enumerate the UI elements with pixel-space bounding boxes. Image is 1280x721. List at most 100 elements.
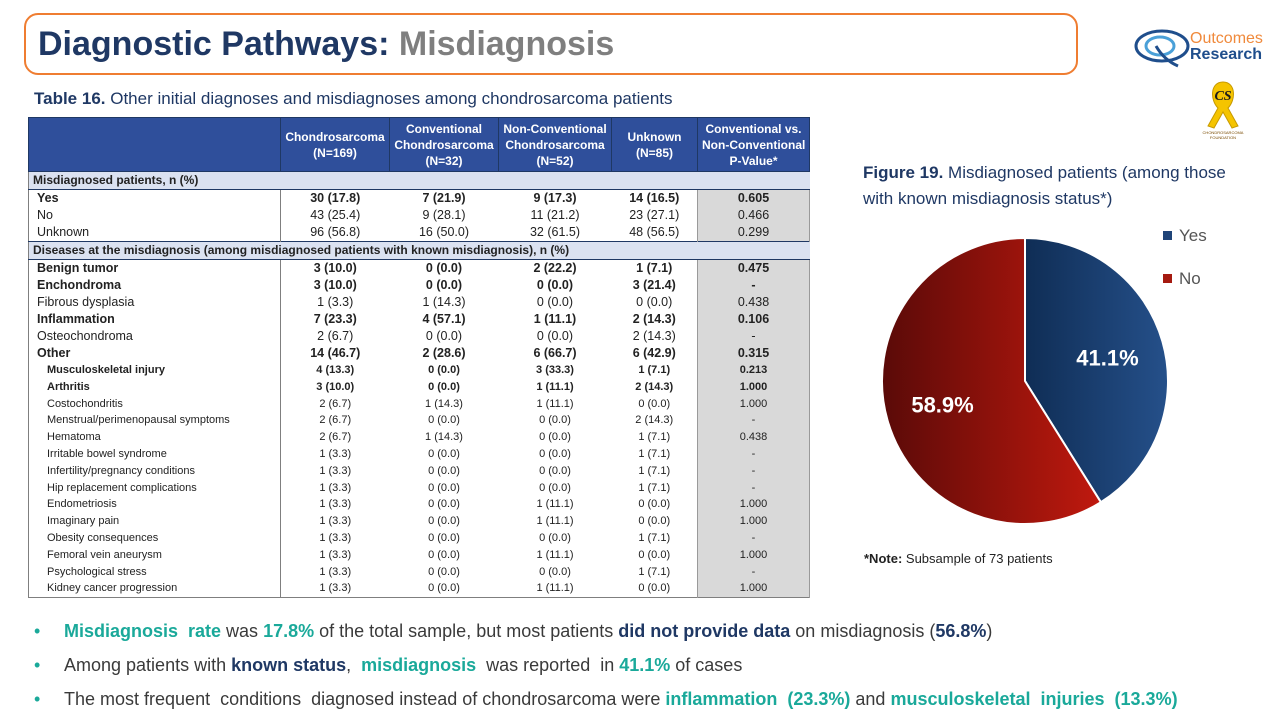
table-row: Benign tumor 3 (10.0) 0 (0.0) 2 (22.2) 1 (7.… xyxy=(28,259,810,277)
bullet-text: did not provide data xyxy=(618,621,791,641)
p-value-cell: 1.000 xyxy=(697,378,810,396)
header-p-value: Conventional vs. Non-Conventional P-Value* xyxy=(697,117,810,172)
table-caption: Table 16. Other initial diagnoses and mi… xyxy=(34,89,673,108)
title-box: Diagnostic Pathways: Misdiagnosis xyxy=(24,13,1078,75)
value-cell: 1 (11.1) xyxy=(536,582,574,595)
value-cell: 2 (14.3) xyxy=(635,414,674,427)
legend-label: Yes xyxy=(1179,226,1207,245)
p-value-cell: - xyxy=(697,412,810,430)
value-cell: 0 (0.0) xyxy=(428,548,460,561)
bullet-text: musculoskeletal injuries (13.3%) xyxy=(890,689,1178,709)
p-value-cell: 1.000 xyxy=(697,496,810,514)
value-cell: 2 (14.3) xyxy=(632,329,676,343)
table-row: Yes 30 (17.8) 7 (21.9) 9 (17.3) 14 (16.5) 0.6… xyxy=(28,189,810,207)
p-value-cell: 1.000 xyxy=(697,546,810,564)
value-cell: 1 (11.1) xyxy=(536,515,574,528)
row-label: Femoral vein aneurysm xyxy=(28,546,281,564)
bullet-dot-icon: • xyxy=(34,655,41,675)
table-row: Femoral vein aneurysm 1 (3.3) 0 (0.0) 1 (11… xyxy=(28,546,810,564)
value-cell: 2 (6.7) xyxy=(319,414,352,427)
table-row: Kidney cancer progression 1 (3.3) 0 (0.0) 1… xyxy=(28,580,810,598)
value-cell: 1 (7.1) xyxy=(638,431,671,444)
key-findings-list: • Misdiagnosis rate was 17.8% of the tota… xyxy=(34,619,1274,721)
row-label: Osteochondroma xyxy=(28,328,281,345)
row-label: Menstrual/perimenopausal symptoms xyxy=(28,412,281,430)
bullet-text: 56.8% xyxy=(935,621,987,641)
value-cell: 14 (46.7) xyxy=(310,346,361,360)
value-cell: 1 (11.1) xyxy=(536,548,574,561)
p-value-cell: 1.000 xyxy=(697,395,810,413)
row-label: Musculoskeletal injury xyxy=(28,362,281,379)
bullet-text: was reported in xyxy=(476,655,620,675)
table-row: Hematoma 2 (6.7) 1 (14.3) 0 (0.0) 1 (7.1) 0.4… xyxy=(28,429,810,446)
p-value-cell: - xyxy=(697,445,810,463)
outcomes-research-logo: Outcomes Research xyxy=(1134,26,1274,70)
bullet-text: known status xyxy=(231,655,347,675)
value-cell: 1 (3.3) xyxy=(319,447,352,460)
logo-line1: Outcomes xyxy=(1190,30,1263,47)
table-row: Psychological stress 1 (3.3) 0 (0.0) 0 (0.0… xyxy=(28,563,810,581)
awareness-ribbon-icon: CS xyxy=(1207,81,1239,129)
bullet-dot-icon: • xyxy=(34,621,41,641)
table-row: Fibrous dysplasia 1 (3.3) 1 (14.3) 0 (0.0) 0… xyxy=(28,294,810,311)
value-cell: 1 (7.1) xyxy=(638,565,671,578)
table-row: Other 14 (46.7) 2 (28.6) 6 (66.7) 6 (42.9) 0.… xyxy=(28,345,810,362)
value-cell: 0 (0.0) xyxy=(638,582,671,595)
value-cell: 0 (0.0) xyxy=(428,364,460,376)
table-row: Enchondroma 3 (10.0) 0 (0.0) 0 (0.0) 3 (21.4… xyxy=(28,277,810,294)
p-value-cell: 0.315 xyxy=(697,345,810,362)
value-cell: 9 (28.1) xyxy=(422,208,466,222)
bullet-text: ) xyxy=(986,621,993,641)
value-cell: 0 (0.0) xyxy=(428,515,460,528)
p-value-cell: 0.213 xyxy=(697,362,810,379)
value-cell: 16 (50.0) xyxy=(418,225,470,239)
value-cell: 2 (28.6) xyxy=(422,346,466,360)
table-row: Unknown 96 (56.8) 16 (50.0) 32 (61.5) 48 (56… xyxy=(28,224,810,242)
table-row: Costochondritis 2 (6.7) 1 (14.3) 1 (11.1) 0 … xyxy=(28,395,810,413)
legend-label: No xyxy=(1179,269,1201,288)
value-cell: 1 (7.1) xyxy=(638,364,671,376)
row-label: Costochondritis xyxy=(28,395,281,413)
row-label: Enchondroma xyxy=(28,277,281,294)
value-cell: 0 (0.0) xyxy=(425,278,463,292)
table-row: Obesity consequences 1 (3.3) 0 (0.0) 0 (0.0… xyxy=(28,529,810,547)
value-cell: 0 (0.0) xyxy=(536,278,574,292)
bullet-text: Among patients with xyxy=(64,655,232,675)
row-label: Inflammation xyxy=(28,311,281,328)
value-cell: 1 (11.1) xyxy=(536,380,574,393)
table-row: Menstrual/perimenopausal symptoms 2 (6.7)… xyxy=(28,412,810,430)
value-cell: 0 (0.0) xyxy=(428,414,460,427)
row-label: Other xyxy=(28,345,281,362)
p-value-cell: 1.000 xyxy=(697,513,810,530)
value-cell: 0 (0.0) xyxy=(428,447,460,460)
p-value-cell: - xyxy=(697,462,810,480)
value-cell: 11 (21.2) xyxy=(530,208,580,222)
value-cell: 0 (0.0) xyxy=(638,498,671,511)
value-cell: 1 (3.3) xyxy=(319,481,352,494)
value-cell: 1 (3.3) xyxy=(319,515,352,528)
value-cell: 2 (6.7) xyxy=(319,397,352,410)
table-header-row: Chondrosarcoma (N=169) Conventional Chondr… xyxy=(28,117,810,172)
p-value-cell: - xyxy=(697,529,810,547)
footnote: *Note: Subsample of 73 patients xyxy=(864,551,1053,566)
value-cell: 6 (42.9) xyxy=(632,346,676,360)
header-conventional: Conventional Chondrosarcoma (N=32) xyxy=(389,117,499,172)
table-row: Endometriosis 1 (3.3) 0 (0.0) 1 (11.1) 0 (0.… xyxy=(28,496,810,514)
value-cell: 4 (57.1) xyxy=(422,312,466,326)
value-cell: 1 (3.3) xyxy=(319,582,352,595)
value-cell: 4 (13.3) xyxy=(316,364,355,376)
row-label: Hip replacement complications xyxy=(28,479,281,497)
value-cell: 0 (0.0) xyxy=(425,261,463,275)
value-cell: 0 (0.0) xyxy=(428,380,460,393)
value-cell: 48 (56.5) xyxy=(629,225,680,239)
header-unknown: Unknown (N=85) xyxy=(611,117,698,172)
table-row: Infertility/pregnancy conditions 1 (3.3) 0… xyxy=(28,462,810,480)
value-cell: 1 (14.3) xyxy=(425,431,463,444)
value-cell: 1 (3.3) xyxy=(319,498,352,511)
section-label: Diseases at the misdiagnosis (among misd… xyxy=(28,241,810,260)
swirl-icon xyxy=(1134,29,1190,68)
value-cell: 2 (14.3) xyxy=(632,312,676,326)
pie-slice-yes xyxy=(1024,236,1169,504)
p-value-cell: - xyxy=(697,277,810,294)
table-row: Musculoskeletal injury 4 (13.3) 0 (0.0) 3 (… xyxy=(28,362,810,379)
